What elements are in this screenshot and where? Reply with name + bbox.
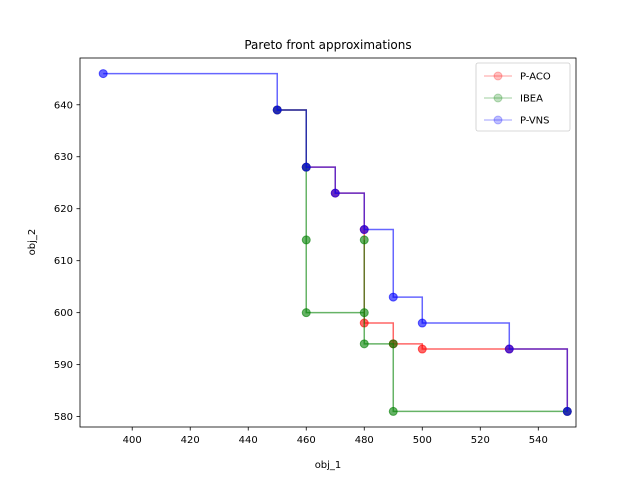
data-point [301, 162, 311, 172]
legend-label: P-ACO [520, 72, 551, 83]
x-tick-label: 500 [413, 435, 432, 446]
plot-frame [79, 57, 577, 428]
data-point [330, 188, 340, 198]
chart-title: Pareto front approximations [244, 38, 411, 52]
data-point [359, 235, 369, 245]
legend-swatch-marker [493, 93, 503, 103]
x-tick-label: 480 [355, 435, 374, 446]
legend-swatch-marker [493, 115, 503, 125]
data-point [359, 308, 369, 318]
x-tick-label: 520 [471, 435, 490, 446]
data-point [388, 292, 398, 302]
y-tick-label: 620 [54, 204, 73, 215]
x-tick-label: 400 [123, 435, 142, 446]
legend-label: P-VNS [520, 116, 550, 127]
y-axis: 580 590 600 610 620 630 640 [54, 100, 80, 423]
plot-area [98, 69, 572, 416]
data-point [388, 406, 398, 416]
data-point [388, 339, 398, 349]
series-line [277, 109, 568, 413]
series-p-aco [272, 105, 572, 416]
data-point [272, 105, 282, 115]
y-axis-label: obj_2 [27, 229, 38, 256]
x-tick-label: 460 [297, 435, 316, 446]
legend-box [475, 62, 571, 132]
data-point [562, 406, 572, 416]
data-point [417, 344, 427, 354]
legend: P-ACO IBEA P-VNS [475, 62, 571, 132]
y-tick-label: 640 [54, 100, 73, 111]
y-tick-label: 600 [54, 308, 73, 319]
y-tick-label: 630 [54, 152, 73, 163]
series-p-vns [98, 69, 572, 416]
data-point [359, 225, 369, 235]
x-axis: 400 420 440 460 480 500 520 540 [123, 427, 548, 446]
series-line [277, 109, 569, 412]
series-ibea [272, 105, 572, 416]
x-axis-label: obj_1 [315, 460, 342, 471]
x-tick-label: 440 [239, 435, 258, 446]
data-point [417, 318, 427, 328]
legend-swatch-marker [493, 71, 503, 81]
data-point [301, 308, 311, 318]
data-point [98, 69, 108, 79]
legend-label: IBEA [520, 94, 543, 105]
y-tick-label: 590 [54, 360, 73, 371]
x-tick-label: 420 [181, 435, 200, 446]
data-point [504, 344, 514, 354]
y-tick-label: 580 [54, 412, 73, 423]
y-tick-label: 610 [54, 256, 73, 267]
data-point [359, 339, 369, 349]
data-point [301, 235, 311, 245]
x-tick-label: 540 [529, 435, 548, 446]
